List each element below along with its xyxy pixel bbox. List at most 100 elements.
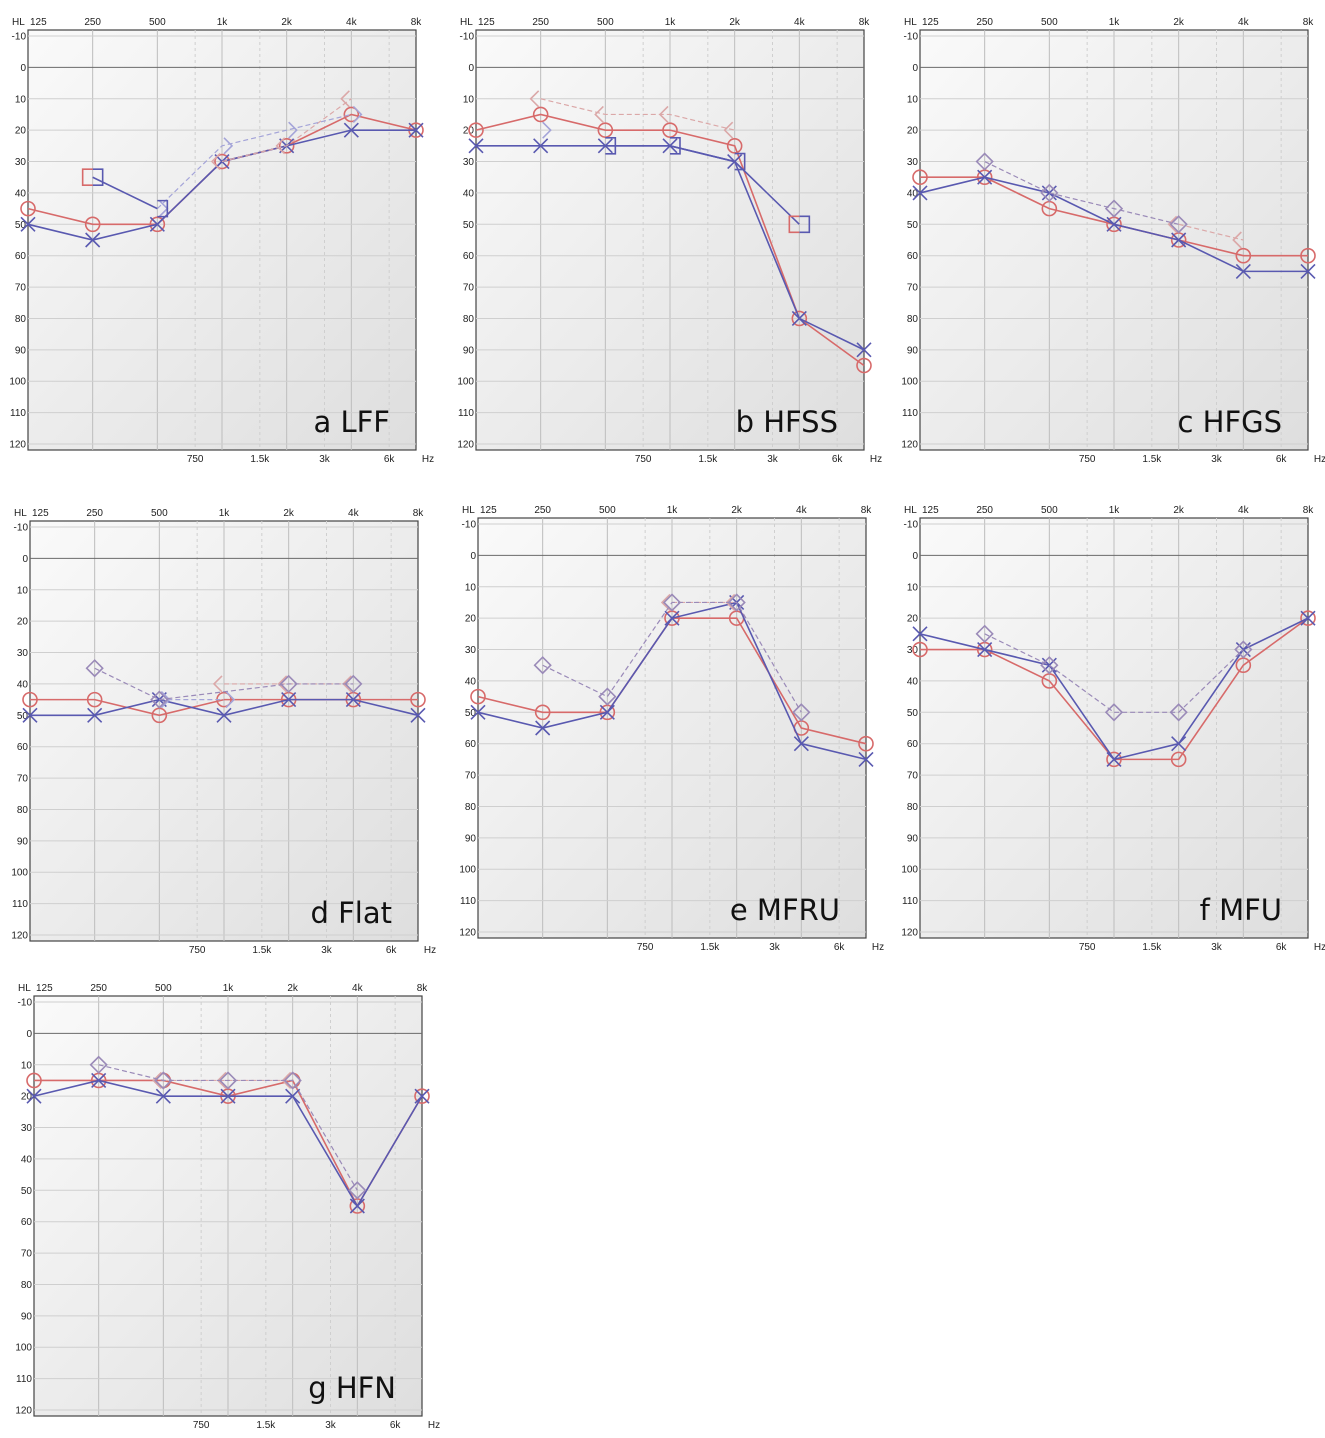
- y-tick-label: 40: [17, 679, 29, 690]
- x-top-tick-label: 4k: [346, 17, 358, 28]
- x-top-tick-label: 125: [32, 508, 49, 519]
- data-point-both-bone: [89, 1055, 108, 1074]
- y-tick-label: 60: [463, 251, 475, 262]
- y-tick-label: 30: [463, 157, 475, 168]
- data-point-right-air: [468, 122, 484, 138]
- y-tick-label: 80: [21, 1280, 33, 1291]
- x-top-tick-label: 8k: [861, 505, 873, 516]
- data-point-left-bone: [288, 121, 298, 139]
- y-tick-label: 80: [17, 805, 29, 816]
- data-point-both-bone: [727, 593, 746, 612]
- y-tick-label: 110: [902, 896, 918, 907]
- y-tick-label: 60: [907, 251, 919, 262]
- data-point-right-bone: [723, 121, 734, 139]
- data-point-left-air: [285, 1088, 301, 1104]
- y-tick-label: 80: [907, 314, 919, 325]
- data-point-both-bone: [975, 152, 994, 171]
- data-point-left-air: [1300, 263, 1316, 279]
- x-top-tick-label: 2k: [1173, 505, 1185, 516]
- y-tick-label: 90: [907, 833, 919, 844]
- y-tick-label: 20: [907, 614, 919, 625]
- y-tick-label: 20: [21, 1092, 33, 1103]
- y-tick-label: 70: [465, 771, 477, 782]
- x-bottom-tick-label: 1.5k: [698, 454, 718, 465]
- data-point-both-bone: [1104, 703, 1124, 722]
- data-point-left-air: [664, 610, 680, 626]
- data-point-both-bone: [1234, 640, 1253, 659]
- panel-label: b HFSS: [736, 405, 838, 439]
- audiogram-panel-c: -10 0 10 20 30 40 50 60 70 80 90 100 110 120 HL 125 250 5…: [900, 14, 1325, 465]
- series-line-right-bone: [1178, 223, 1244, 241]
- y-tick-label: 120: [15, 1406, 32, 1417]
- y-tick-label: 90: [17, 836, 29, 847]
- y-tick-label: 70: [907, 283, 919, 294]
- data-point-left-air: [1171, 232, 1187, 248]
- x-bottom-tick-label: 6k: [390, 1420, 402, 1431]
- y-tick-label: 90: [907, 345, 919, 356]
- x-top-tick-label: 2k: [281, 17, 293, 28]
- x-top-tick-label: 2k: [287, 983, 299, 994]
- x-top-tick-label: 250: [534, 505, 551, 516]
- y-tick-label: 20: [465, 614, 477, 625]
- data-point-right-air: [20, 200, 36, 217]
- x-top-tick-label: 8k: [411, 17, 423, 28]
- data-point-both-bone: [1169, 703, 1188, 722]
- x-top-tick-label: HL: [462, 505, 475, 516]
- x-bottom-tick-label: 6k: [1276, 942, 1288, 953]
- data-point-both-bone: [1040, 183, 1059, 203]
- x-top-tick-label: 1k: [665, 17, 677, 28]
- data-point-right-air: [1235, 247, 1252, 264]
- data-point-left-air: [468, 138, 484, 154]
- y-tick-label: 90: [21, 1311, 33, 1322]
- series-line-right-bone: [540, 98, 735, 131]
- data-point-left-bone: [225, 691, 236, 709]
- data-point-both-bone: [279, 674, 298, 694]
- x-top-tick-label: 500: [599, 505, 616, 516]
- x-top-tick-label: 125: [480, 505, 497, 516]
- data-point-left-air: [149, 216, 165, 232]
- y-tick-label: 120: [459, 928, 476, 939]
- x-top-tick-label: 500: [1041, 17, 1058, 28]
- x-top-tick-label: 4k: [352, 983, 364, 994]
- panel-label: d Flat: [310, 896, 392, 930]
- y-tick-label: 50: [21, 1186, 33, 1197]
- audiogram-panel-e: -10 0 10 20 30 40 50 60 70 80 90 100 110 120 HL 125 250 5…: [458, 502, 888, 953]
- x-top-tick-label: HL: [14, 508, 27, 519]
- x-top-tick-label: 500: [155, 983, 172, 994]
- x-top-tick-label: 8k: [1303, 17, 1315, 28]
- data-point-left-air: [1106, 751, 1122, 767]
- y-tick-label: 60: [21, 1217, 33, 1228]
- data-point-right-bone: [1167, 215, 1178, 233]
- series-line-right-bone: [221, 98, 352, 163]
- data-point-both-bone: [1104, 199, 1124, 218]
- data-point-left-air: [87, 707, 103, 723]
- series-line-both-bone: [94, 667, 354, 701]
- y-tick-label: 20: [17, 617, 29, 628]
- data-point-left-air: [1235, 263, 1251, 279]
- data-point-left-air: [345, 692, 361, 708]
- panel-label: f MFU: [1200, 893, 1282, 927]
- x-bottom-tick-label: 6k: [386, 945, 398, 956]
- data-point-left-air: [1041, 657, 1057, 673]
- x-top-tick-label: HL: [18, 983, 31, 994]
- x-top-tick-label: HL: [12, 17, 25, 28]
- y-tick-label: -10: [460, 32, 475, 43]
- y-tick-label: 0: [22, 554, 28, 565]
- panel-label: e MFRU: [730, 893, 840, 927]
- data-point-right-air: [597, 122, 614, 138]
- x-bottom-tick-label: Hz: [870, 454, 882, 465]
- y-tick-label: 50: [907, 220, 919, 231]
- data-point-both-bone: [792, 703, 811, 722]
- y-tick-label: 50: [465, 708, 477, 719]
- y-tick-label: 110: [12, 899, 28, 910]
- data-point-right-bone: [529, 90, 540, 108]
- x-top-tick-label: 125: [36, 983, 53, 994]
- y-tick-label: 10: [465, 582, 477, 593]
- data-point-left-air: [912, 185, 928, 201]
- x-top-tick-label: 8k: [859, 17, 871, 28]
